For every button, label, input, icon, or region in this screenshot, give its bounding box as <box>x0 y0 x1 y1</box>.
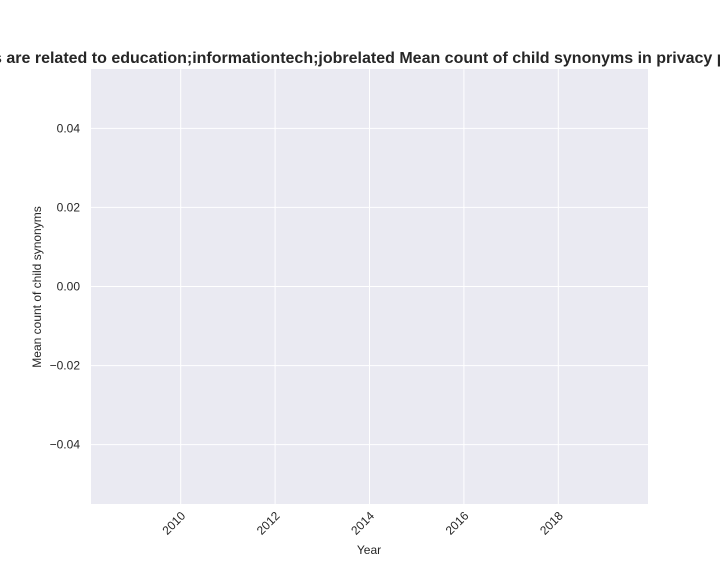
x-tick-label: 2016 <box>443 509 472 538</box>
x-tick-label: 2018 <box>537 509 566 538</box>
x-tick-label: 2012 <box>254 509 283 538</box>
chart-title: Sites are related to education;informati… <box>0 50 720 67</box>
y-tick-label: −0.02 <box>50 359 81 373</box>
x-axis-ticks: 2010 2012 2014 2016 2018 <box>159 509 566 538</box>
grid-lines <box>91 69 648 504</box>
y-tick-label: 0.04 <box>57 121 81 135</box>
y-tick-label: −0.04 <box>50 438 81 452</box>
x-tick-label: 2014 <box>348 509 377 538</box>
y-axis-label: Mean count of child synonyms <box>30 206 44 367</box>
x-axis-label: Year <box>357 543 381 557</box>
y-tick-label: 0.02 <box>57 200 81 214</box>
y-tick-label: 0.00 <box>57 280 81 294</box>
x-tick-label: 2010 <box>159 509 188 538</box>
y-axis-ticks: 0.04 0.02 0.00 −0.02 −0.04 <box>50 121 81 451</box>
